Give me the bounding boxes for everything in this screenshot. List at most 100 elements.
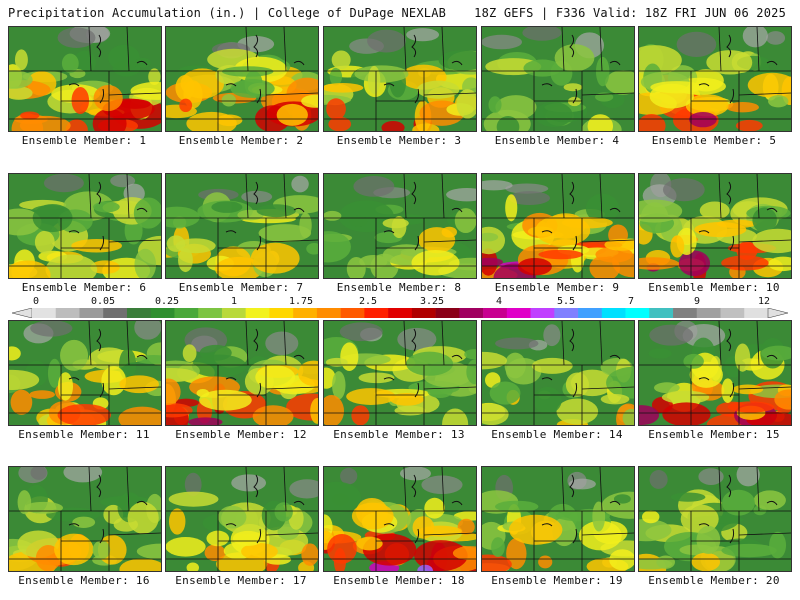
colorbar-swatch [483, 308, 508, 318]
precip-colorbar [12, 308, 788, 318]
ensemble-member-map [165, 466, 319, 572]
colorbar-swatch [625, 308, 650, 318]
colorbar-tick-label: 2.5 [358, 296, 378, 307]
precip-field [639, 321, 791, 425]
colorbar-arrow-right [767, 308, 788, 318]
colorbar-tick-label: 1 [230, 296, 238, 307]
precip-field [9, 174, 161, 278]
colorbar-swatch [293, 308, 318, 318]
ensemble-member-label: Ensemble Member: 18 [333, 574, 465, 587]
colorbar-swatch [79, 308, 104, 318]
ensemble-member-label: Ensemble Member: 12 [175, 428, 307, 441]
ensemble-member-label: Ensemble Member: 20 [648, 574, 780, 587]
colorbar-swatch [601, 308, 626, 318]
precip-field [639, 27, 791, 131]
precip-field [482, 174, 634, 278]
colorbar-tick-label: 0.25 [154, 296, 180, 307]
ensemble-member-map [638, 466, 792, 572]
colorbar-swatch [578, 308, 603, 318]
colorbar-swatch [103, 308, 128, 318]
ensemble-member-label: Ensemble Member: 19 [491, 574, 623, 587]
colorbar-arrow-left [12, 308, 33, 318]
precip-field [166, 27, 318, 131]
ensemble-member-label: Ensemble Member: 1 [21, 134, 147, 147]
ensemble-member-label: Ensemble Member: 13 [333, 428, 465, 441]
colorbar-swatch [269, 308, 294, 318]
colorbar-tick-label: 4 [495, 296, 503, 307]
colorbar-tick-label: 1.75 [288, 296, 314, 307]
colorbar-tick-label: 3.25 [419, 296, 445, 307]
ensemble-member-map [638, 26, 792, 132]
colorbar-swatch [411, 308, 436, 318]
run-info: 18Z GEFS | F336 Valid: 18Z FRI JUN 06 20… [474, 6, 786, 20]
colorbar-tick-label: 5.5 [556, 296, 576, 307]
colorbar-swatch [673, 308, 698, 318]
colorbar-swatch [55, 308, 80, 318]
ensemble-member-label: Ensemble Member: 2 [178, 134, 304, 147]
ensemble-member-label: Ensemble Member: 10 [648, 281, 780, 294]
ensemble-member-map [8, 320, 162, 426]
precip-field [166, 174, 318, 278]
colorbar-tick-label: 12 [757, 296, 771, 307]
ensemble-member-map [638, 320, 792, 426]
colorbar-swatch [459, 308, 484, 318]
ensemble-member-label: Ensemble Member: 17 [175, 574, 307, 587]
colorbar-swatch [554, 308, 579, 318]
precip-field [324, 467, 476, 571]
ensemble-member-map [165, 320, 319, 426]
precip-field [9, 467, 161, 571]
precip-field [639, 467, 791, 571]
ensemble-member-map [165, 26, 319, 132]
ensemble-member-map [323, 173, 477, 279]
ensemble-member-map [8, 466, 162, 572]
precip-field [324, 27, 476, 131]
ensemble-member-label: Ensemble Member: 16 [18, 574, 150, 587]
precip-field [482, 321, 634, 425]
colorbar-tick-label: 7 [627, 296, 635, 307]
ensemble-member-label: Ensemble Member: 3 [336, 134, 462, 147]
ensemble-member-map [481, 466, 635, 572]
colorbar-swatch [174, 308, 199, 318]
colorbar-tick-label: 9 [693, 296, 701, 307]
precip-field [324, 174, 476, 278]
ensemble-member-label: Ensemble Member: 15 [648, 428, 780, 441]
colorbar-swatch [340, 308, 365, 318]
header: Precipitation Accumulation (in.) | Colle… [0, 0, 800, 24]
colorbar-swatch [316, 308, 341, 318]
ensemble-member-label: Ensemble Member: 14 [491, 428, 623, 441]
ensemble-member-label: Ensemble Member: 8 [336, 281, 462, 294]
colorbar-swatch [506, 308, 531, 318]
ensemble-member-label: Ensemble Member: 9 [494, 281, 620, 294]
precip-field [9, 27, 161, 131]
precip-field [166, 467, 318, 571]
colorbar-swatch [720, 308, 745, 318]
ensemble-member-map [481, 26, 635, 132]
colorbar-tick-label: 0.05 [90, 296, 116, 307]
colorbar-tick-label: 0 [32, 296, 40, 307]
ensemble-member-map [323, 320, 477, 426]
ensemble-member-map [323, 466, 477, 572]
ensemble-member-label: Ensemble Member: 4 [494, 134, 620, 147]
ensemble-member-map [481, 320, 635, 426]
ensemble-member-label: Ensemble Member: 5 [651, 134, 777, 147]
product-title: Precipitation Accumulation (in.) | Colle… [8, 6, 447, 20]
colorbar-swatch [364, 308, 389, 318]
ensemble-member-map [481, 173, 635, 279]
ensemble-member-map [323, 26, 477, 132]
ensemble-member-map [8, 26, 162, 132]
colorbar-swatch [696, 308, 721, 318]
ensemble-member-map [8, 173, 162, 279]
colorbar-swatch [435, 308, 460, 318]
precip-field [482, 27, 634, 131]
colorbar-swatch [126, 308, 152, 318]
colorbar-swatch [649, 308, 674, 318]
precip-field [166, 321, 318, 425]
precip-field [9, 321, 161, 425]
colorbar-swatch [744, 308, 769, 318]
ensemble-member-label: Ensemble Member: 6 [21, 281, 147, 294]
colorbar-swatch [221, 308, 246, 318]
colorbar-swatch [198, 308, 223, 318]
colorbar-swatch [245, 308, 270, 318]
colorbar-swatch [32, 308, 57, 318]
precip-field [639, 174, 791, 278]
